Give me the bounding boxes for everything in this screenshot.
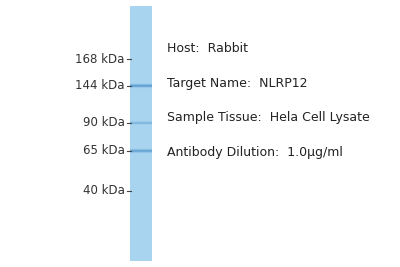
Text: Host:  Rabbit: Host: Rabbit bbox=[167, 42, 248, 55]
Bar bbox=[130, 6, 152, 261]
Text: Antibody Dilution:  1.0μg/ml: Antibody Dilution: 1.0μg/ml bbox=[167, 146, 342, 159]
Text: Target Name:  NLRP12: Target Name: NLRP12 bbox=[167, 77, 307, 89]
Text: Sample Tissue:  Hela Cell Lysate: Sample Tissue: Hela Cell Lysate bbox=[167, 111, 370, 124]
Text: 168 kDa: 168 kDa bbox=[75, 53, 125, 66]
Text: 40 kDa: 40 kDa bbox=[83, 184, 125, 197]
Text: 90 kDa: 90 kDa bbox=[83, 116, 125, 129]
Text: 65 kDa: 65 kDa bbox=[83, 144, 125, 157]
Text: 144 kDa: 144 kDa bbox=[75, 79, 125, 92]
